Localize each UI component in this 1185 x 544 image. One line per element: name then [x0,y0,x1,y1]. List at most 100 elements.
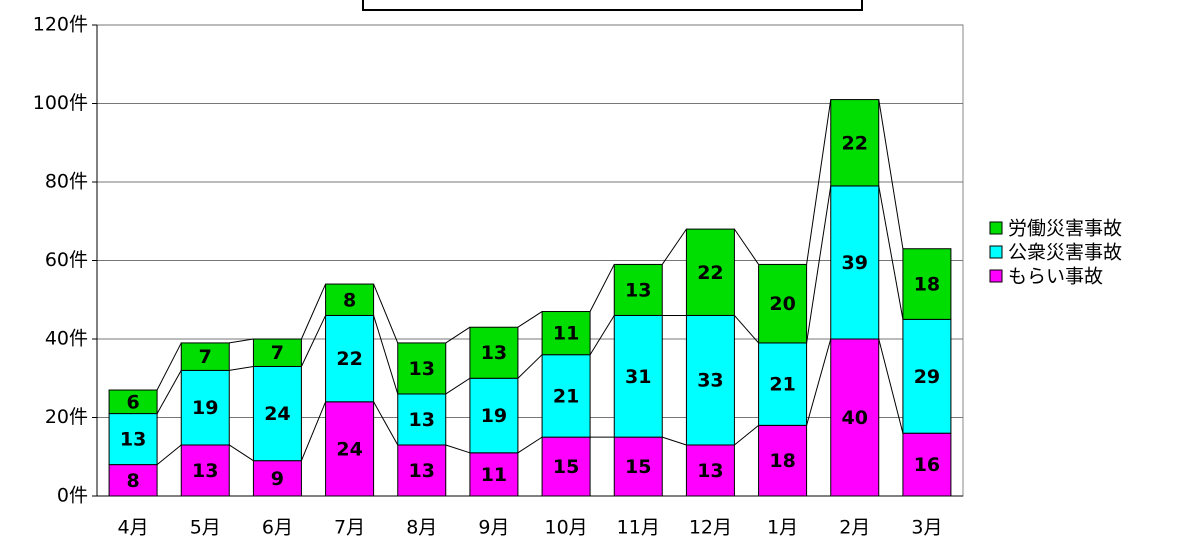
series-line [734,315,759,344]
data-label: 13 [409,358,435,380]
series-line [517,436,543,454]
bar-segment [758,263,808,344]
bar-segment [252,460,302,497]
bar-segment [469,326,519,379]
x-tick-label: 2月 [839,517,870,539]
data-label: 8 [126,470,139,492]
x-tick-label: 12月 [689,517,732,539]
series-line [517,311,543,328]
series-line [229,365,254,371]
series-line [445,444,471,454]
data-label: 20 [769,293,795,315]
data-label: 13 [697,460,723,482]
data-label: 22 [842,132,868,154]
bar-segment [180,444,230,497]
series-line [300,401,327,461]
bar-segment [325,283,375,316]
x-tick-label: 11月 [617,517,660,539]
data-label: 19 [192,397,218,419]
data-label: 8 [343,289,356,311]
data-label: 11 [553,323,579,345]
series-line [156,370,182,414]
data-label: 22 [336,348,362,370]
series-line [517,354,543,379]
x-tick-label: 5月 [190,517,221,539]
bar-segment [685,314,735,446]
y-tick-label: 0件 [57,485,88,507]
series-line [445,326,471,344]
bar-segment [541,311,591,356]
data-label: 24 [336,438,362,460]
bar-segment [541,354,591,438]
data-label: 22 [697,262,723,284]
x-tick-label: 10月 [544,517,587,539]
bar-segment [397,393,447,446]
x-tick-label: 8月 [406,517,437,539]
series-line [662,436,687,446]
series-line [734,228,759,265]
data-label: 18 [914,274,940,296]
data-label: 7 [199,346,212,368]
data-label: 13 [192,460,218,482]
data-label: 21 [769,374,795,396]
bar-segment [397,342,447,395]
series-line [878,185,904,320]
data-label: 9 [271,468,284,490]
data-label: 39 [842,252,868,274]
series-line [156,444,182,465]
x-tick-label: 3月 [911,517,942,539]
data-label: 16 [914,454,940,476]
y-tick-label: 60件 [45,249,88,271]
bar-segment [469,377,519,454]
series-line [878,99,904,249]
series-line [373,401,399,446]
bar-segment [685,444,735,497]
series-line [373,315,399,395]
data-label: 24 [264,403,290,425]
series-line [734,424,759,446]
legend-swatch [989,245,1003,259]
bar-segment [252,365,302,462]
bar-segment [613,263,663,316]
data-label: 40 [842,407,868,429]
bar-segment [902,432,952,497]
data-label: 11 [481,464,507,486]
x-tick-label: 9月 [478,517,509,539]
bar-segment [613,436,663,497]
series-line [806,185,832,344]
bar-segment [902,248,952,320]
bar-segment [685,228,735,316]
x-tick-label: 7月 [334,517,365,539]
series-line [229,338,254,344]
data-label: 13 [409,409,435,431]
data-label: 21 [553,385,579,407]
y-tick-label: 100件 [33,92,88,114]
y-tick-label: 80件 [45,171,88,193]
legend-label: 公衆災害事故 [1008,242,1122,264]
bar-segment [830,338,880,497]
series-line [228,444,254,462]
bar-segment [902,318,952,434]
x-tick-label: 6月 [262,517,293,539]
series-line [445,377,471,395]
x-tick-label: 4月 [118,517,149,539]
title-box [362,0,863,11]
legend-label: 労働災害事故 [1008,218,1122,240]
data-label: 13 [625,279,651,301]
y-tick-label: 40件 [45,328,88,350]
bar-segment [830,99,880,187]
bar-segment [108,413,158,466]
bar-segment [180,342,230,371]
legend-label: もらい事故 [1008,266,1103,288]
bar-segment [758,424,808,497]
bar-segment [830,185,880,340]
y-tick-label: 20件 [45,406,88,428]
series-line [156,342,182,391]
data-label: 13 [409,460,435,482]
data-label: 13 [481,342,507,364]
data-label: 7 [271,342,284,364]
series-line [806,99,832,265]
series-line [589,315,615,355]
bar-segment [758,342,808,426]
